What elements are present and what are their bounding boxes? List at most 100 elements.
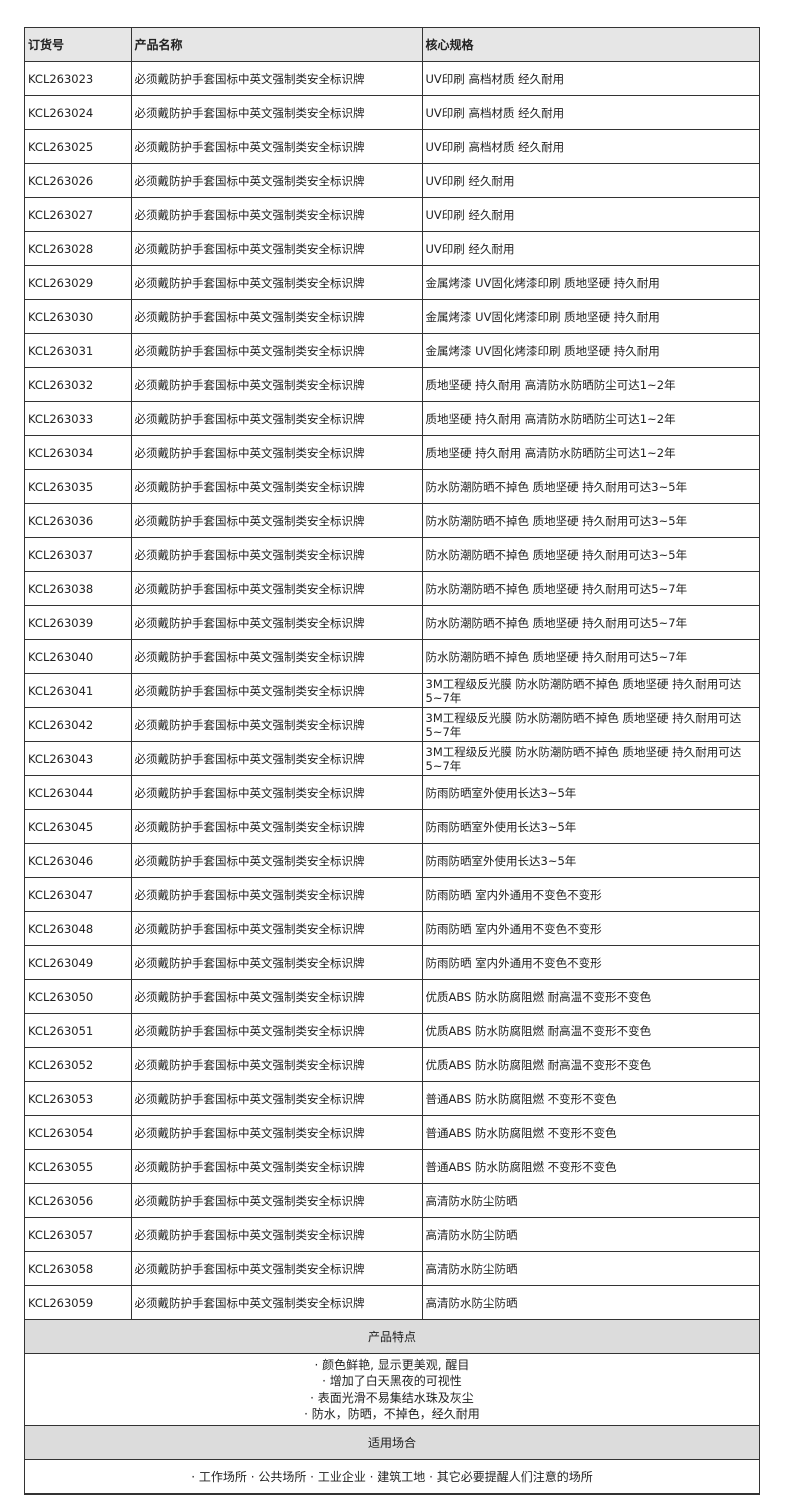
cell-name: 必须戴防护手套国标中英文强制类安全标识牌 bbox=[130, 163, 423, 198]
cell-spec: 优质ABS 防水防腐阻燃 耐高温不变形不变色 bbox=[421, 1047, 759, 1082]
cell-code: KCL263056 bbox=[25, 1183, 132, 1218]
cell-name: 必须戴防护手套国标中英文强制类安全标识牌 bbox=[130, 979, 423, 1014]
cell-code: KCL263041 bbox=[25, 673, 132, 708]
cell-name: 必须戴防护手套国标中英文强制类安全标识牌 bbox=[130, 571, 423, 606]
cell-spec: 优质ABS 防水防腐阻燃 耐高温不变形不变色 bbox=[421, 979, 759, 1014]
cell-name: 必须戴防护手套国标中英文强制类安全标识牌 bbox=[130, 503, 423, 538]
cell-name: 必须戴防护手套国标中英文强制类安全标识牌 bbox=[130, 605, 423, 640]
cell-code: KCL263030 bbox=[25, 299, 132, 334]
cell-spec: 防雨防晒 室内外通用不变色不变形 bbox=[421, 945, 759, 980]
cell-code: KCL263048 bbox=[25, 911, 132, 946]
cell-code: KCL263024 bbox=[25, 95, 132, 130]
table-row: KCL263030 必须戴防护手套国标中英文强制类安全标识牌 金属烤漆 UV固化烤漆… bbox=[25, 299, 759, 334]
table-row: KCL263029 必须戴防护手套国标中英文强制类安全标识牌 金属烤漆 UV固化烤漆… bbox=[25, 265, 759, 300]
cell-code: KCL263044 bbox=[25, 775, 132, 810]
cell-spec: 防雨防晒 室内外通用不变色不变形 bbox=[421, 911, 759, 946]
table-row: KCL263039 必须戴防护手套国标中英文强制类安全标识牌 防水防潮防晒不掉色 质… bbox=[25, 605, 759, 640]
cell-code: KCL263037 bbox=[25, 537, 132, 572]
cell-name: 必须戴防护手套国标中英文强制类安全标识牌 bbox=[130, 877, 423, 912]
features-list: · 颜色鲜艳, 显示更美观, 醒目 · 增加了白天黑夜的可视性 · 表面光滑不易… bbox=[25, 1353, 759, 1426]
table-row: KCL263037 必须戴防护手套国标中英文强制类安全标识牌 防水防潮防晒不掉色 质… bbox=[25, 537, 759, 572]
cell-code: KCL263040 bbox=[25, 639, 132, 674]
cell-code: KCL263054 bbox=[25, 1115, 132, 1150]
cell-name: 必须戴防护手套国标中英文强制类安全标识牌 bbox=[130, 843, 423, 878]
table-row: KCL263034 必须戴防护手套国标中英文强制类安全标识牌 质地坚硬 持久耐用 高… bbox=[25, 435, 759, 470]
cell-name: 必须戴防护手套国标中英文强制类安全标识牌 bbox=[130, 1149, 423, 1184]
table-row: KCL263048 必须戴防护手套国标中英文强制类安全标识牌 防雨防晒 室内外通用不… bbox=[25, 911, 759, 946]
cell-spec: 防雨防晒室外使用长达3~5年 bbox=[421, 775, 759, 810]
cell-spec: 高清防水防尘防晒 bbox=[421, 1183, 759, 1218]
table-row: KCL263046 必须戴防护手套国标中英文强制类安全标识牌 防雨防晒室外使用长达3… bbox=[25, 843, 759, 878]
cell-code: KCL263052 bbox=[25, 1047, 132, 1082]
table-row: KCL263042 必须戴防护手套国标中英文强制类安全标识牌 3M工程级反光膜 防水… bbox=[25, 707, 759, 742]
cell-code: KCL263045 bbox=[25, 809, 132, 844]
cell-name: 必须戴防护手套国标中英文强制类安全标识牌 bbox=[130, 945, 423, 980]
table-row: KCL263057 必须戴防护手套国标中英文强制类安全标识牌 高清防水防尘防晒 bbox=[25, 1217, 759, 1252]
cell-spec: 防雨防晒室外使用长达3~5年 bbox=[421, 843, 759, 878]
table-row: KCL263038 必须戴防护手套国标中英文强制类安全标识牌 防水防潮防晒不掉色 质… bbox=[25, 571, 759, 606]
table-row: KCL263050 必须戴防护手套国标中英文强制类安全标识牌 优质ABS 防水防腐阻… bbox=[25, 979, 759, 1014]
cell-spec: 普通ABS 防水防腐阻燃 不变形不变色 bbox=[421, 1115, 759, 1150]
cell-name: 必须戴防护手套国标中英文强制类安全标识牌 bbox=[130, 1115, 423, 1150]
cell-spec: 质地坚硬 持久耐用 高清防水防晒防尘可达1~2年 bbox=[421, 435, 759, 470]
cell-code: KCL263057 bbox=[25, 1217, 132, 1252]
table-row: KCL263023 必须戴防护手套国标中英文强制类安全标识牌 UV印刷 高档材质 经… bbox=[25, 61, 759, 96]
cell-code: KCL263038 bbox=[25, 571, 132, 606]
cell-code: KCL263031 bbox=[25, 333, 132, 368]
cell-name: 必须戴防护手套国标中英文强制类安全标识牌 bbox=[130, 129, 423, 164]
cell-code: KCL263039 bbox=[25, 605, 132, 640]
cell-spec: 3M工程级反光膜 防水防潮防晒不掉色 质地坚硬 持久耐用可达5~7年 bbox=[421, 707, 759, 742]
table-header-row: 订货号 产品名称 核心规格 bbox=[25, 28, 759, 62]
cell-name: 必须戴防护手套国标中英文强制类安全标识牌 bbox=[130, 401, 423, 436]
header-name: 产品名称 bbox=[130, 28, 423, 62]
feature-item: · 增加了白天黑夜的可视性 bbox=[322, 1374, 462, 1388]
table-row: KCL263043 必须戴防护手套国标中英文强制类安全标识牌 3M工程级反光膜 防水… bbox=[25, 741, 759, 776]
cell-code: KCL263043 bbox=[25, 741, 132, 776]
cell-code: KCL263047 bbox=[25, 877, 132, 912]
cell-spec: UV印刷 高档材质 经久耐用 bbox=[421, 95, 759, 130]
cell-name: 必须戴防护手套国标中英文强制类安全标识牌 bbox=[130, 1047, 423, 1082]
cell-code: KCL263027 bbox=[25, 197, 132, 232]
table-row: KCL263045 必须戴防护手套国标中英文强制类安全标识牌 防雨防晒室外使用长达3… bbox=[25, 809, 759, 844]
cell-code: KCL263035 bbox=[25, 469, 132, 504]
cell-name: 必须戴防护手套国标中英文强制类安全标识牌 bbox=[130, 1285, 423, 1320]
cell-name: 必须戴防护手套国标中英文强制类安全标识牌 bbox=[130, 265, 423, 300]
cell-spec: UV印刷 高档材质 经久耐用 bbox=[421, 61, 759, 96]
cell-spec: 优质ABS 防水防腐阻燃 耐高温不变形不变色 bbox=[421, 1013, 759, 1048]
cell-name: 必须戴防护手套国标中英文强制类安全标识牌 bbox=[130, 707, 423, 742]
cell-spec: 防水防潮防晒不掉色 质地坚硬 持久耐用可达3~5年 bbox=[421, 503, 759, 538]
cell-spec: 普通ABS 防水防腐阻燃 不变形不变色 bbox=[421, 1081, 759, 1116]
cell-code: KCL263032 bbox=[25, 367, 132, 402]
cell-spec: 防水防潮防晒不掉色 质地坚硬 持久耐用可达5~7年 bbox=[421, 639, 759, 674]
cell-code: KCL263036 bbox=[25, 503, 132, 538]
cell-spec: 3M工程级反光膜 防水防潮防晒不掉色 质地坚硬 持久耐用可达5~7年 bbox=[421, 673, 759, 708]
cell-code: KCL263042 bbox=[25, 707, 132, 742]
table-row: KCL263054 必须戴防护手套国标中英文强制类安全标识牌 普通ABS 防水防腐阻… bbox=[25, 1115, 759, 1150]
table-row: KCL263051 必须戴防护手套国标中英文强制类安全标识牌 优质ABS 防水防腐阻… bbox=[25, 1013, 759, 1048]
cell-name: 必须戴防护手套国标中英文强制类安全标识牌 bbox=[130, 911, 423, 946]
table-row: KCL263031 必须戴防护手套国标中英文强制类安全标识牌 金属烤漆 UV固化烤漆… bbox=[25, 333, 759, 368]
cell-name: 必须戴防护手套国标中英文强制类安全标识牌 bbox=[130, 61, 423, 96]
table-row: KCL263059 必须戴防护手套国标中英文强制类安全标识牌 高清防水防尘防晒 bbox=[25, 1285, 759, 1320]
usage-title: 适用场合 bbox=[25, 1425, 759, 1460]
cell-spec: 质地坚硬 持久耐用 高清防水防晒防尘可达1~2年 bbox=[421, 401, 759, 436]
cell-name: 必须戴防护手套国标中英文强制类安全标识牌 bbox=[130, 333, 423, 368]
table-row: KCL263028 必须戴防护手套国标中英文强制类安全标识牌 UV印刷 经久耐用 bbox=[25, 231, 759, 266]
table-row: KCL263053 必须戴防护手套国标中英文强制类安全标识牌 普通ABS 防水防腐阻… bbox=[25, 1081, 759, 1116]
cell-name: 必须戴防护手套国标中英文强制类安全标识牌 bbox=[130, 469, 423, 504]
cell-spec: UV印刷 高档材质 经久耐用 bbox=[421, 129, 759, 164]
table-row: KCL263026 必须戴防护手套国标中英文强制类安全标识牌 UV印刷 经久耐用 bbox=[25, 163, 759, 198]
usage-content: · 工作场所 · 公共场所 · 工业企业 · 建筑工地 · 其它必要提醒人们注意… bbox=[25, 1459, 759, 1494]
cell-name: 必须戴防护手套国标中英文强制类安全标识牌 bbox=[130, 435, 423, 470]
cell-code: KCL263055 bbox=[25, 1149, 132, 1184]
table-row: KCL263052 必须戴防护手套国标中英文强制类安全标识牌 优质ABS 防水防腐阻… bbox=[25, 1047, 759, 1082]
header-spec: 核心规格 bbox=[421, 28, 759, 62]
cell-spec: 高清防水防尘防晒 bbox=[421, 1217, 759, 1252]
usage-text: · 工作场所 · 公共场所 · 工业企业 · 建筑工地 · 其它必要提醒人们注意… bbox=[25, 1459, 759, 1494]
table-row: KCL263047 必须戴防护手套国标中英文强制类安全标识牌 防雨防晒 室内外通用不… bbox=[25, 877, 759, 912]
cell-name: 必须戴防护手套国标中英文强制类安全标识牌 bbox=[130, 639, 423, 674]
cell-code: KCL263058 bbox=[25, 1251, 132, 1286]
cell-spec: 金属烤漆 UV固化烤漆印刷 质地坚硬 持久耐用 bbox=[421, 333, 759, 368]
table-row: KCL263055 必须戴防护手套国标中英文强制类安全标识牌 普通ABS 防水防腐阻… bbox=[25, 1149, 759, 1184]
cell-name: 必须戴防护手套国标中英文强制类安全标识牌 bbox=[130, 367, 423, 402]
